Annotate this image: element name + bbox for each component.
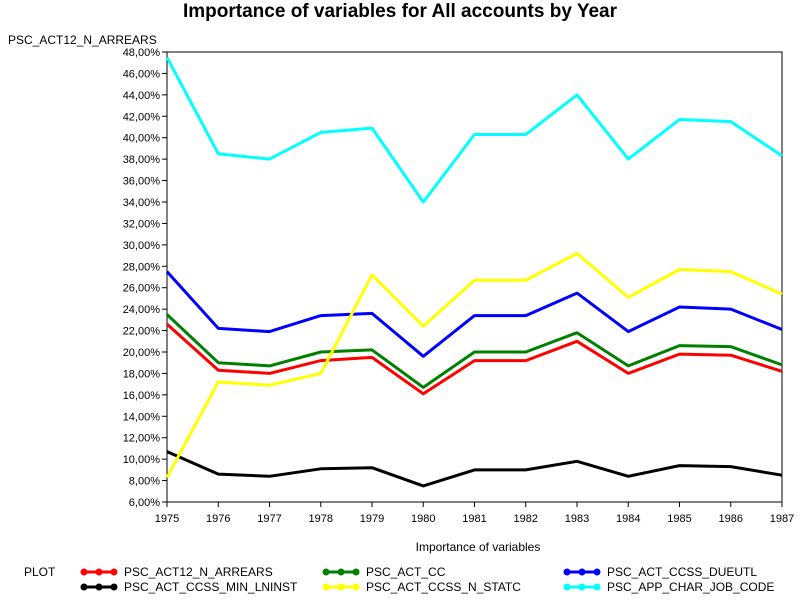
x-axis-label: Importance of variables: [416, 540, 541, 554]
y-tick-label: 32,00%: [123, 218, 161, 230]
y-tick-label: 38,00%: [123, 154, 161, 166]
y-tick-label: 34,00%: [123, 197, 161, 209]
y-tick-label: 28,00%: [123, 261, 161, 273]
axes: 6,00% 8,00% 10,00% 12,00% 14,00% 16,00% 18,00%…: [123, 47, 795, 525]
series-line-psc-app-char-job-code: [165, 56, 783, 204]
x-tick-label: 1983: [565, 513, 589, 525]
legend-title: PLOT: [24, 565, 56, 579]
legend-label: PSC_ACT_CCSS_N_STATC: [366, 580, 521, 594]
legend-item: PSC_ACT_CC: [322, 565, 445, 579]
legend-label: PSC_ACT_CCSS_DUEUTL: [607, 565, 758, 579]
y-tick-label: 36,00%: [123, 176, 161, 188]
y-tick-label: 46,00%: [123, 68, 161, 80]
series-line-psc-act-ccss-dueutl: [165, 270, 783, 358]
legend-swatch: [563, 568, 601, 576]
legend-swatch: [563, 583, 601, 591]
y-tick-label: 24,00%: [123, 304, 161, 316]
y-tick-label: 6,00%: [129, 497, 160, 509]
legend-label: PSC_ACT_CCSS_MIN_LNINST: [124, 580, 298, 594]
x-tick-label: 1981: [462, 513, 486, 525]
legend-item: PSC_ACT_CCSS_N_STATC: [322, 580, 521, 594]
y-axis-label: PSC_ACT12_N_ARREARS: [8, 33, 157, 47]
series-line-psc-act-ccss-n-statc: [165, 251, 783, 479]
series-line-psc-act-cc: [165, 313, 783, 389]
legend-swatch: [80, 568, 118, 576]
series-lines: [165, 56, 783, 488]
y-tick-label: 30,00%: [123, 240, 161, 252]
y-tick-label: 20,00%: [123, 347, 161, 359]
y-tick-label: 8,00%: [129, 476, 160, 488]
legend-item: PSC_ACT_CCSS_DUEUTL: [563, 565, 757, 579]
legend-swatch: [322, 568, 360, 576]
y-tick-label: 26,00%: [123, 283, 161, 295]
x-tick-label: 1975: [155, 513, 179, 525]
legend-label: PSC_ACT_CC: [366, 565, 446, 579]
y-tick-label: 48,00%: [123, 47, 161, 59]
x-tick-label: 1985: [667, 513, 691, 525]
y-tick-label: 12,00%: [123, 433, 161, 445]
legend-swatch: [322, 583, 360, 591]
series-line-psc-act12-n-arrears: [165, 322, 783, 396]
x-tick-label: 1984: [616, 513, 640, 525]
x-tick-label: 1982: [514, 513, 538, 525]
y-tick-label: 40,00%: [123, 133, 161, 145]
y-tick-label: 18,00%: [123, 368, 161, 380]
legend-label: PSC_APP_CHAR_JOB_CODE: [607, 580, 775, 594]
legend-item: PSC_APP_CHAR_JOB_CODE: [563, 580, 774, 594]
legend-label: PSC_ACT12_N_ARREARS: [124, 565, 273, 579]
x-tick-label: 1980: [411, 513, 435, 525]
x-tick-label: 1976: [206, 513, 230, 525]
y-tick-label: 44,00%: [123, 90, 161, 102]
chart-title: Importance of variables for All accounts…: [183, 1, 617, 22]
x-tick-label: 1987: [770, 513, 794, 525]
y-tick-label: 10,00%: [123, 454, 161, 466]
y-tick-label: 14,00%: [123, 411, 161, 423]
legend-swatch: [80, 583, 118, 591]
series-line-psc-act-ccss-min-lninst: [166, 450, 783, 488]
legend-item: PSC_ACT_CCSS_MIN_LNINST: [80, 580, 297, 594]
x-tick-label: 1986: [719, 513, 743, 525]
y-tick-label: 16,00%: [123, 390, 161, 402]
x-tick-label: 1977: [257, 513, 281, 525]
y-tick-label: 22,00%: [123, 326, 161, 338]
x-tick-label: 1978: [309, 513, 333, 525]
legend-item: PSC_ACT12_N_ARREARS: [80, 565, 273, 579]
x-tick-label: 1979: [360, 513, 384, 525]
y-tick-label: 42,00%: [123, 111, 161, 123]
